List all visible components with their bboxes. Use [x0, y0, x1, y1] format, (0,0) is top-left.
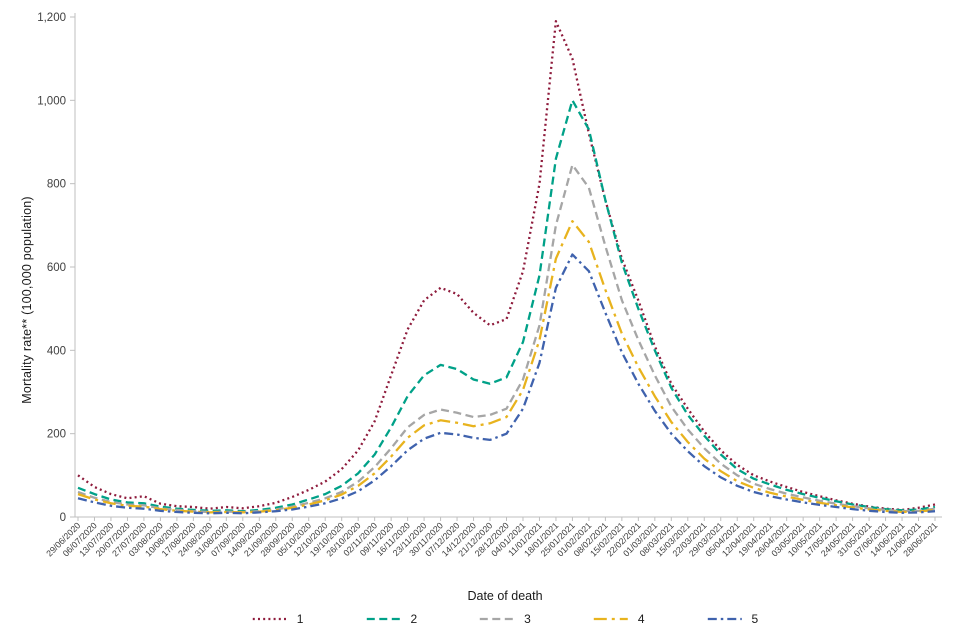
series-line-2: [77, 99, 936, 513]
legend-label: 4: [637, 612, 645, 626]
series-line-3: [77, 163, 936, 514]
series-line-1: [77, 20, 936, 512]
legend-label: 2: [410, 612, 418, 626]
y-tick-label: 1,000: [37, 95, 66, 107]
y-tick-label: 1,200: [37, 12, 66, 24]
chart-legend: 1 2 3 4 5: [252, 612, 758, 626]
legend-line-sample: [480, 617, 515, 621]
legend-item-1: 1: [252, 612, 304, 626]
legend-line-sample: [252, 617, 287, 621]
legend-item-5: 5: [707, 612, 759, 626]
legend-item-4: 4: [593, 612, 645, 626]
x-axis-title: Date of death: [467, 589, 543, 603]
y-tick-label: 400: [47, 345, 66, 357]
legend-line-sample: [366, 617, 401, 621]
legend-line-sample: [707, 617, 742, 621]
series-line-4: [77, 220, 936, 514]
y-tick-label: 0: [60, 512, 66, 524]
legend-item-3: 3: [479, 612, 531, 626]
series-line-5: [77, 253, 936, 515]
legend-item-2: 2: [365, 612, 417, 626]
legend-label: 1: [296, 612, 304, 626]
y-tick-label: 600: [47, 262, 66, 274]
legend-label: 3: [524, 612, 531, 626]
y-tick-label: 200: [47, 429, 66, 441]
y-tick-label: 800: [47, 179, 66, 191]
legend-line-sample: [593, 617, 628, 621]
legend-label: 5: [751, 612, 759, 626]
